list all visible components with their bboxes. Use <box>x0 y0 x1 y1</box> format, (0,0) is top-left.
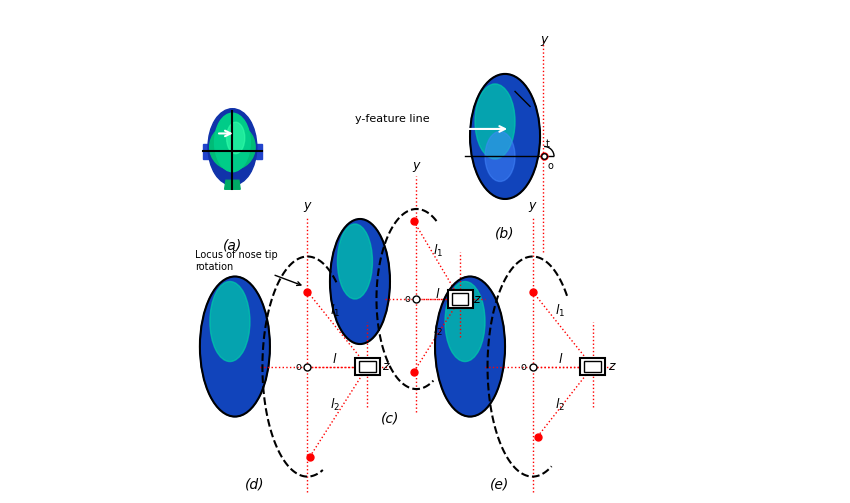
Text: $l$: $l$ <box>332 352 337 366</box>
Ellipse shape <box>208 109 257 185</box>
Text: o: o <box>521 362 526 372</box>
Ellipse shape <box>200 277 270 416</box>
Text: $l_1$: $l_1$ <box>433 243 443 259</box>
FancyBboxPatch shape <box>452 293 468 305</box>
Circle shape <box>210 124 255 170</box>
Ellipse shape <box>214 113 250 172</box>
Text: (b): (b) <box>496 226 515 240</box>
Text: $l_1$: $l_1$ <box>555 303 565 319</box>
Ellipse shape <box>435 277 505 416</box>
Text: y: y <box>541 33 547 46</box>
FancyBboxPatch shape <box>585 361 601 372</box>
Text: $z$: $z$ <box>382 360 391 373</box>
Text: $l_2$: $l_2$ <box>330 396 340 412</box>
Text: $z$: $z$ <box>473 293 481 305</box>
FancyBboxPatch shape <box>447 290 473 308</box>
FancyBboxPatch shape <box>360 361 376 372</box>
Text: $l$: $l$ <box>558 352 563 366</box>
Text: $y$: $y$ <box>303 200 312 214</box>
Text: (c): (c) <box>381 411 400 426</box>
Ellipse shape <box>227 122 245 154</box>
Text: $z$: $z$ <box>608 360 616 373</box>
Text: $l_1$: $l_1$ <box>330 303 340 319</box>
FancyBboxPatch shape <box>355 358 380 375</box>
Text: o: o <box>296 362 302 372</box>
Text: t: t <box>546 139 550 149</box>
Text: $l_2$: $l_2$ <box>555 396 565 412</box>
Text: $y$: $y$ <box>411 160 422 174</box>
Text: o: o <box>547 161 553 172</box>
Text: $l$: $l$ <box>435 287 440 301</box>
Polygon shape <box>202 144 209 158</box>
Ellipse shape <box>330 219 390 344</box>
Text: $y$: $y$ <box>528 200 537 214</box>
Ellipse shape <box>475 84 515 159</box>
Ellipse shape <box>210 282 250 362</box>
Text: y-feature line: y-feature line <box>355 114 430 124</box>
Polygon shape <box>224 180 241 189</box>
Ellipse shape <box>485 131 515 182</box>
Text: $l_2$: $l_2$ <box>433 321 443 338</box>
Text: (d): (d) <box>245 478 264 491</box>
Text: (e): (e) <box>490 478 510 491</box>
FancyBboxPatch shape <box>580 358 605 375</box>
Ellipse shape <box>470 74 540 199</box>
Polygon shape <box>256 144 263 158</box>
Text: o: o <box>405 294 411 304</box>
Text: Locus of nose tip
rotation: Locus of nose tip rotation <box>195 250 301 285</box>
Ellipse shape <box>445 282 485 362</box>
Text: (a): (a) <box>223 239 242 253</box>
Ellipse shape <box>337 224 372 299</box>
